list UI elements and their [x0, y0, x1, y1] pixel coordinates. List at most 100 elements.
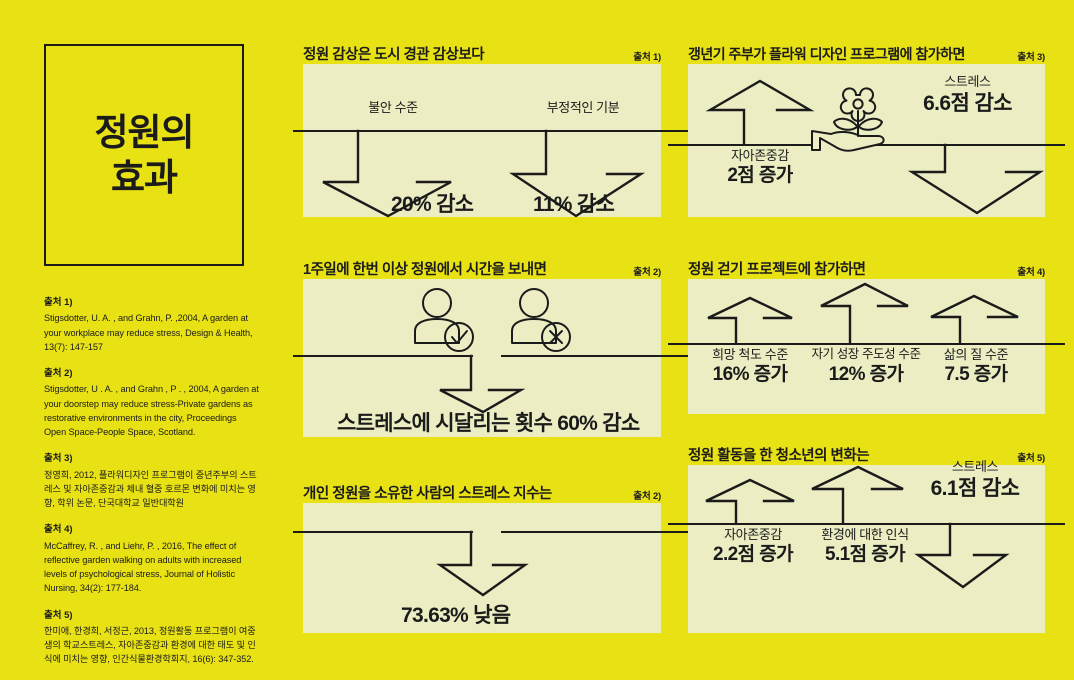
value-negative-mood: 11% 감소 — [533, 193, 615, 216]
label-hope-scale: 희망 척도 수준 16% 증가 — [680, 347, 820, 388]
panel-body: 73.63% 낮음 — [293, 503, 691, 633]
label-environment-awareness: 환경에 대한 인식 5.1점 증가 — [790, 527, 940, 568]
reference-item: 출처 2) Stigsdotter, U . A. , and Grahn , … — [44, 367, 260, 439]
caption-text: 환경에 대한 인식 — [821, 527, 909, 542]
panel-source: 출처 1) — [633, 52, 661, 63]
baseline-rule-left — [293, 130, 536, 132]
panel-header: 1주일에 한번 이상 정원에서 시간을 보내면 출처 2) — [303, 257, 661, 279]
value-text: 6.6점 감소 — [923, 92, 1012, 116]
arrow-down-negative-mood — [509, 129, 646, 218]
arrow-up-environment-awareness — [811, 465, 904, 525]
label-self-growth: 자기 성장 주도성 수준 12% 증가 — [796, 347, 936, 387]
label-anxiety-caption: 불안 수준 — [303, 100, 483, 116]
panel-title: 정원 걷기 프로젝트에 참가하면 — [688, 262, 866, 278]
title-line-2: 효과 — [110, 157, 178, 198]
caption-text: 불안 수준 — [368, 100, 418, 115]
label-quality-of-life: 삶의 질 수준 7.5 증가 — [906, 347, 1046, 388]
panel-private-garden-stress: 개인 정원을 소유한 사람의 스트레스 지수는 출처 2) 73.63% 낮음 — [293, 481, 691, 633]
panel-body: 자아존중감 2점 증가 스트레스 6.6점 감소 — [668, 64, 1065, 217]
panel-source: 출처 2) — [633, 491, 661, 502]
label-self-esteem: 자아존중감 2점 증가 — [680, 148, 840, 189]
reference-text: Stigsdotter, U . A. , and Grahn , P . , … — [44, 384, 259, 437]
label-negative-mood-caption: 부정적인 기분 — [493, 100, 673, 116]
value-text: 16% 증가 — [712, 364, 788, 386]
reference-label: 출처 5) — [44, 609, 73, 621]
reference-label: 출처 2) — [44, 368, 73, 379]
panel-flower-design-program: 갱년기 주부가 플라워 디자인 프로그램에 참가하면 출처 3) — [668, 42, 1065, 217]
panel-title: 갱년기 주부가 플라워 디자인 프로그램에 참가하면 — [688, 46, 965, 62]
arrow-up-self-growth — [820, 282, 909, 345]
panel-youth-garden-activity: 정원 활동을 한 청소년의 변화는 출처 5) 자아존중감 2.2점 증가 환경… — [668, 443, 1065, 633]
panel-header: 개인 정원을 소유한 사람의 스트레스 지수는 출처 2) — [303, 481, 661, 503]
baseline-rule-left — [293, 355, 473, 357]
panel-garden-walking-project: 정원 걷기 프로젝트에 참가하면 출처 4) 희망 척도 수준 16% 증가 자… — [668, 257, 1065, 414]
baseline-rule-right — [875, 144, 1065, 146]
panel-source: 출처 4) — [1017, 267, 1045, 278]
panel-body: 희망 척도 수준 16% 증가 자기 성장 주도성 수준 12% 증가 삶의 질… — [668, 279, 1065, 414]
arrow-down-stress — [914, 522, 1010, 589]
caption-text: 부정적인 기분 — [546, 100, 620, 115]
value-text: 12% 증가 — [828, 363, 904, 385]
value-text: 2점 증가 — [727, 165, 793, 187]
caption-text: 자아존중감 — [731, 148, 789, 163]
result-stress-index: 73.63% 낮음 — [401, 604, 511, 627]
label-stress: 스트레스 6.6점 감소 — [890, 74, 1045, 118]
value-anxiety: 20% 감소 — [391, 193, 474, 216]
arrow-down-stress — [907, 143, 1045, 215]
panel-header: 정원 활동을 한 청소년의 변화는 출처 5) — [688, 443, 1045, 465]
reference-label: 출처 1) — [44, 297, 73, 308]
arrow-up-self-esteem — [705, 79, 815, 146]
reference-item: 출처 4) McCaffrey, R. , and Liehr, P. , 20… — [44, 523, 260, 595]
baseline-rule-right — [531, 130, 711, 132]
label-self-esteem: 자아존중감 2.2점 증가 — [678, 527, 828, 568]
value-text: 2.2점 증가 — [713, 544, 794, 566]
references-list: 출처 1) Stigsdotter, U. A. , and Grahn, P.… — [44, 296, 260, 680]
label-stress: 스트레스 6.1점 감소 — [900, 459, 1050, 503]
panel-title: 개인 정원을 소유한 사람의 스트레스 지수는 — [303, 486, 552, 502]
value-text: 7.5 증가 — [944, 364, 1008, 386]
panel-header: 정원 걷기 프로젝트에 참가하면 출처 4) — [688, 257, 1045, 279]
panel-body: 스트레스에 시달리는 횟수 60% 감소 — [293, 279, 691, 437]
panel-title: 정원 감상은 도시 경관 감상보다 — [303, 47, 485, 63]
reference-text: 정영희, 2012, 플라워디자인 프로그램이 중년주부의 스트레스 및 자아존… — [44, 469, 257, 509]
baseline-rule-right — [501, 531, 691, 533]
reference-text: McCaffrey, R. , and Liehr, P. , 2016, Th… — [44, 540, 242, 594]
title-line-1: 정원의 — [94, 111, 194, 153]
person-cross-icon — [511, 288, 571, 352]
baseline-rule — [668, 343, 1065, 345]
panel-source: 출처 2) — [633, 267, 661, 278]
reference-item: 출처 1) Stigsdotter, U. A. , and Grahn, P.… — [44, 296, 260, 354]
panel-title: 1주일에 한번 이상 정원에서 시간을 보내면 — [303, 262, 547, 278]
panel-weekly-garden-time: 1주일에 한번 이상 정원에서 시간을 보내면 출처 2) — [293, 257, 691, 437]
caption-text: 스트레스 — [944, 74, 991, 89]
panel-body: 자아존중감 2.2점 증가 환경에 대한 인식 5.1점 증가 스트레스 6.1… — [668, 459, 1065, 633]
reference-label: 출처 3) — [44, 453, 73, 465]
baseline-rule — [668, 523, 1065, 525]
page-title: 정원의 효과 — [94, 110, 194, 200]
arrow-up-quality-of-life — [930, 294, 1019, 345]
caption-text: 자기 성장 주도성 수준 — [811, 347, 921, 361]
panel-header: 갱년기 주부가 플라워 디자인 프로그램에 참가하면 출처 3) — [688, 42, 1045, 64]
value-text: 6.1점 감소 — [930, 477, 1020, 501]
baseline-rule-left — [668, 144, 813, 146]
arrow-up-self-esteem — [705, 478, 795, 525]
reference-text: 한미애, 한경희, 서정근, 2013, 정원활동 프로그램이 여중생의 학교스… — [44, 625, 256, 665]
arrow-up-hope-scale — [707, 296, 793, 345]
arrow-down-stress-frequency — [439, 354, 526, 414]
reference-text: Stigsdotter, U. A. , and Grahn, P. ,2004… — [44, 313, 253, 352]
panel-body: 불안 수준 부정적인 기분 20% 감소 11% 감소 — [293, 64, 711, 218]
value-text: 5.1점 증가 — [825, 544, 906, 566]
arrow-down-stress-index — [436, 530, 529, 597]
infographic-canvas: 정원의 효과 출처 1) Stigsdotter, U. A. , and Gr… — [44, 42, 1065, 664]
caption-text: 스트레스 — [951, 459, 999, 474]
arrow-down-anxiety — [322, 129, 452, 218]
reference-item: 출처 3) 정영희, 2012, 플라워디자인 프로그램이 중년주부의 스트레스… — [44, 452, 260, 510]
panel-source: 출처 3) — [1017, 52, 1045, 63]
panel-header: 정원 감상은 도시 경관 감상보다 출처 1) — [303, 42, 661, 64]
caption-text: 삶의 질 수준 — [943, 347, 1009, 362]
person-check-icon — [414, 288, 474, 352]
baseline-rule-right — [501, 355, 691, 357]
baseline-rule-left — [293, 531, 473, 533]
title-box: 정원의 효과 — [44, 44, 244, 266]
panel-source: 출처 5) — [1017, 453, 1045, 464]
